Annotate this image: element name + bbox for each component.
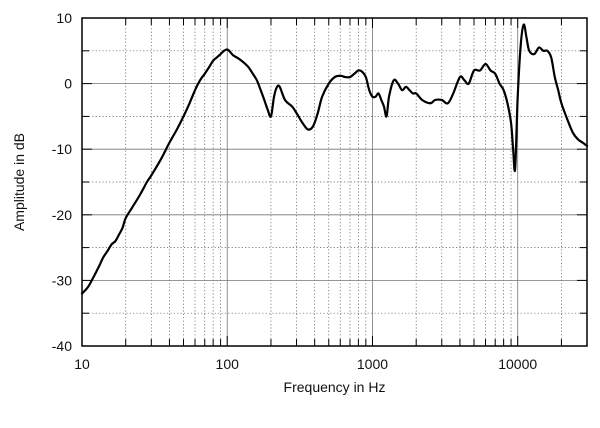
y-tick-label: -10 xyxy=(52,141,72,157)
x-tick-labels: 10 100 1000 10000 xyxy=(74,356,537,372)
series-layer xyxy=(80,23,589,295)
y-tick-label: 0 xyxy=(64,76,72,92)
frequency-response-line xyxy=(80,23,589,295)
x-tick-label: 1000 xyxy=(357,356,388,372)
x-tick-label: 100 xyxy=(216,356,240,372)
x-tick-label: 10 xyxy=(74,356,90,372)
plot-frame xyxy=(81,17,588,347)
y-tick-label: -20 xyxy=(52,207,72,223)
x-tick-label: 10000 xyxy=(498,356,537,372)
grid xyxy=(81,18,588,346)
y-tick-label: -40 xyxy=(52,338,72,354)
y-tick-label: -30 xyxy=(52,272,72,288)
y-tick-label: 10 xyxy=(56,10,72,26)
x-axis-title: Frequency in Hz xyxy=(284,379,386,395)
y-tick-labels: 10 0 -10 -20 -30 -40 xyxy=(52,10,72,354)
y-axis-title: Amplitude in dB xyxy=(11,133,27,231)
